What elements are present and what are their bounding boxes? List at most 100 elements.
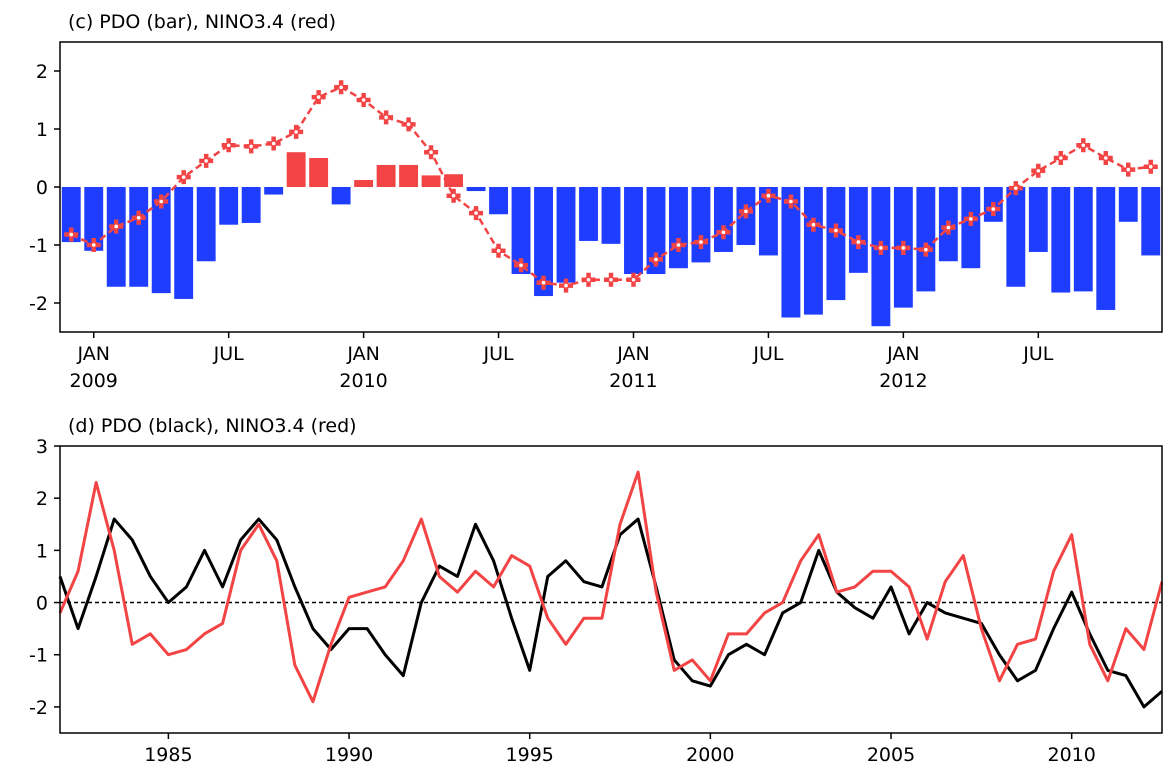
bar xyxy=(961,187,981,269)
bar xyxy=(84,187,104,251)
bar xyxy=(556,187,576,283)
plus-marker xyxy=(918,242,933,257)
plus-marker xyxy=(109,219,124,234)
bar xyxy=(1096,187,1116,310)
bar xyxy=(309,158,329,187)
bar xyxy=(601,187,621,244)
bar xyxy=(466,187,486,192)
x-tick-label: 2010 xyxy=(1047,744,1095,766)
plus-marker xyxy=(581,272,596,287)
chart-title: (d) PDO (black), NINO3.4 (red) xyxy=(68,415,357,437)
bar xyxy=(376,164,396,187)
x-tick-label: JUL xyxy=(1022,343,1054,365)
plus-marker xyxy=(1121,162,1136,177)
plus-marker xyxy=(86,238,101,252)
plus-marker xyxy=(604,272,618,287)
x-tick-label: 1985 xyxy=(144,744,192,766)
bar xyxy=(646,187,666,274)
x-tick-label: JUL xyxy=(482,343,514,365)
x-tick-label: JUL xyxy=(213,343,245,365)
x-year-label: 2011 xyxy=(609,370,657,392)
plus-marker xyxy=(379,110,394,125)
plus-marker xyxy=(311,90,326,105)
plus-marker xyxy=(693,235,708,250)
bar xyxy=(399,164,419,187)
y-tick-label: 0 xyxy=(36,177,48,199)
plus-marker xyxy=(266,136,281,151)
bar xyxy=(331,187,351,205)
bar xyxy=(669,187,688,269)
x-tick-label: 1995 xyxy=(506,744,554,766)
plus-marker xyxy=(176,170,191,185)
x-tick-label: JAN xyxy=(346,343,379,365)
y-tick-label: 1 xyxy=(36,540,48,562)
bar xyxy=(871,187,891,327)
plus-marker xyxy=(1076,138,1091,153)
plus-marker xyxy=(491,243,506,258)
plus-marker xyxy=(401,117,416,132)
plus-marker xyxy=(1008,181,1023,196)
y-tick-label: 3 xyxy=(36,436,48,458)
bar xyxy=(421,175,441,187)
plus-marker xyxy=(986,202,1001,217)
y-tick-label: -2 xyxy=(29,293,48,315)
bar xyxy=(129,187,149,287)
plus-marker xyxy=(828,223,843,238)
bar xyxy=(286,152,306,187)
plus-marker xyxy=(738,204,753,219)
plus-marker xyxy=(559,278,574,293)
bar xyxy=(691,187,711,263)
bar xyxy=(196,187,216,262)
bar xyxy=(848,187,868,273)
plus-marker xyxy=(469,206,484,221)
bar xyxy=(534,187,553,297)
bar xyxy=(1028,187,1048,252)
plus-marker xyxy=(64,227,79,242)
plus-marker xyxy=(1098,151,1113,165)
plus-marker xyxy=(514,258,529,273)
plus-marker xyxy=(244,139,259,154)
y-tick-label: 0 xyxy=(36,593,48,615)
x-tick-label: JAN xyxy=(886,343,919,365)
bar xyxy=(264,187,284,195)
bar xyxy=(1073,187,1093,292)
plus-marker xyxy=(199,153,214,168)
bar xyxy=(489,187,508,215)
plus-marker xyxy=(1053,151,1068,165)
plus-marker xyxy=(1143,159,1158,174)
bar xyxy=(61,187,81,243)
plus-marker xyxy=(963,211,978,226)
bar xyxy=(174,187,194,299)
y-tick-label: 2 xyxy=(36,61,48,83)
line xyxy=(58,470,1163,704)
x-tick-label: JAN xyxy=(76,343,109,365)
plus-marker xyxy=(334,80,349,95)
bar xyxy=(219,187,239,225)
bar xyxy=(1051,187,1071,293)
plot-frame xyxy=(59,445,1163,734)
plus-marker xyxy=(424,145,439,160)
bar xyxy=(151,187,171,294)
plus-marker xyxy=(851,235,866,250)
bar xyxy=(781,187,801,318)
plus-marker xyxy=(446,188,461,203)
bar xyxy=(624,187,643,274)
bar xyxy=(444,174,464,187)
plus-marker xyxy=(716,225,731,240)
plus-marker xyxy=(1031,163,1046,178)
line xyxy=(70,85,1151,287)
bar xyxy=(106,187,126,287)
bar xyxy=(826,187,846,301)
plus-marker xyxy=(356,93,371,107)
plus-marker xyxy=(221,138,236,153)
plus-marker xyxy=(671,238,686,252)
x-tick-label: 2000 xyxy=(686,744,734,766)
y-tick-label: -2 xyxy=(29,697,48,719)
plus-marker xyxy=(289,124,304,139)
bar xyxy=(511,187,531,274)
plus-marker xyxy=(761,188,776,203)
y-tick-label: 2 xyxy=(36,488,48,510)
chart-title: (c) PDO (bar), NINO3.4 (red) xyxy=(68,11,336,33)
x-tick-label: JUL xyxy=(752,343,784,365)
